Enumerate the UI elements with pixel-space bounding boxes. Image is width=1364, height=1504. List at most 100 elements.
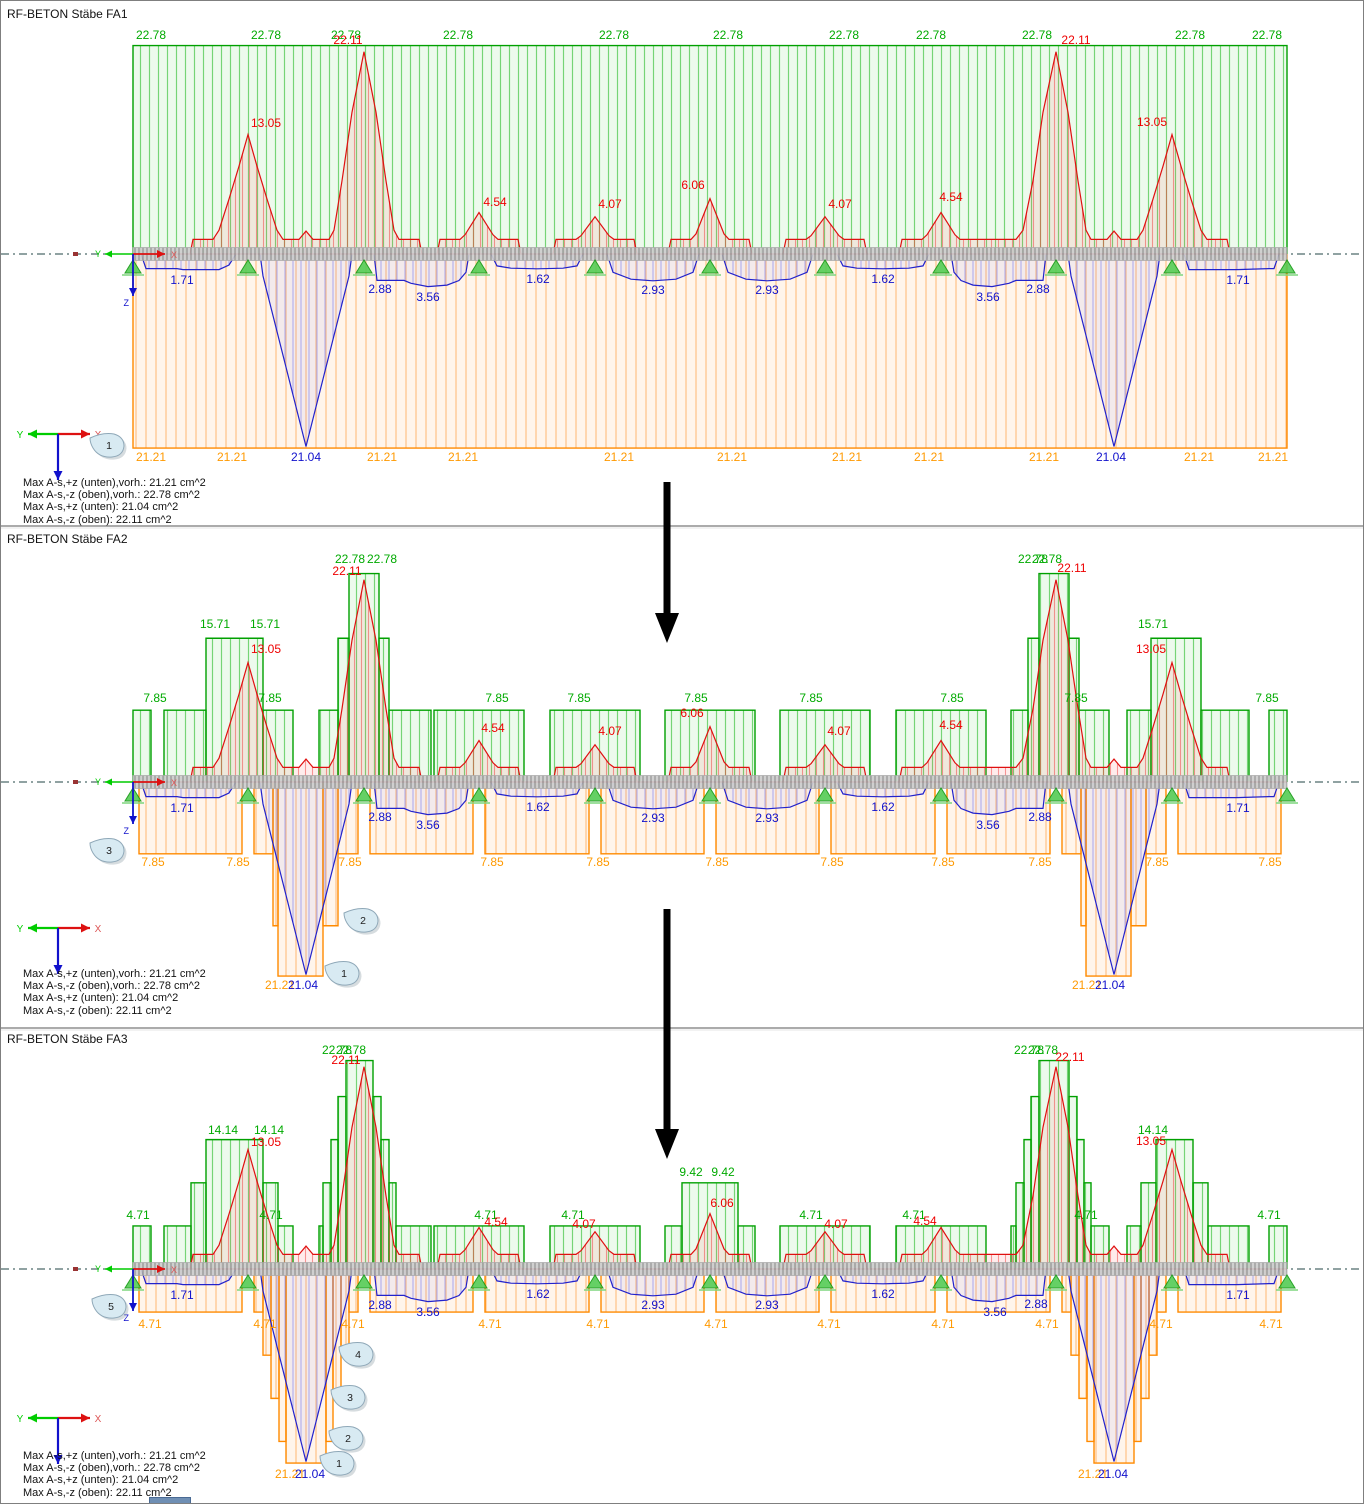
value-label: 21.21 [265, 978, 295, 992]
value-label: 1.71 [1226, 801, 1250, 815]
value-label: 4.71 [1259, 1317, 1283, 1331]
value-label: 4.07 [827, 724, 851, 738]
value-label: 22.78 [1018, 552, 1048, 566]
value-label: 4.71 [1149, 1317, 1173, 1331]
value-label: 7.85 [705, 855, 729, 869]
value-label: 22.78 [331, 28, 361, 42]
value-label: 1.71 [170, 801, 194, 815]
support-icon [1161, 259, 1183, 276]
balloon-number: 3 [347, 1392, 353, 1404]
position-balloon: 1 [319, 1451, 357, 1478]
panel-title-fa3: RF-BETON Stäbe FA3 [7, 1032, 128, 1046]
value-label: 1.62 [871, 272, 895, 286]
value-label: 4.71 [253, 1317, 277, 1331]
axis-z-label: Z [124, 1313, 130, 1323]
provided-top-reinforcement-step [132, 44, 1288, 254]
value-label: 7.85 [1258, 855, 1282, 869]
value-label: 2.93 [641, 1298, 665, 1312]
support-icon [1045, 259, 1067, 276]
value-label: 4.71 [1035, 1317, 1059, 1331]
value-label: 2.88 [368, 810, 392, 824]
value-label: 21.04 [1096, 450, 1126, 464]
value-label: 4.71 [586, 1317, 610, 1331]
position-balloon: 5 [91, 1294, 129, 1321]
axis-y-label: Y [95, 1264, 101, 1274]
member-axes-icon: Y X Z [95, 249, 177, 308]
value-label: 22.78 [1014, 1043, 1044, 1057]
support-icon [353, 787, 375, 804]
value-label: 1.71 [1226, 1288, 1250, 1302]
value-label: 7.85 [586, 855, 610, 869]
support-icon [1045, 1274, 1067, 1291]
value-label: 22.11 [332, 564, 361, 578]
value-label: 13.05 [251, 116, 281, 130]
value-label: 3.56 [976, 818, 1000, 832]
support-icon [930, 259, 952, 276]
value-label: 22.78 [1252, 28, 1282, 42]
value-label: 22.78 [1028, 1043, 1058, 1057]
legend-line: Max A-s,-z (oben),vorh.: 22.78 cm^2 [23, 1462, 200, 1475]
value-label: 4.07 [824, 1217, 848, 1231]
value-label: 14.14 [208, 1123, 238, 1137]
support-icon [814, 259, 836, 276]
legend-line: Max A-s,-z (oben): 22.11 cm^2 [23, 513, 172, 526]
value-label: 21.21 [832, 450, 862, 464]
provided-bottom-reinforcement-step [830, 782, 936, 855]
value-label: 21.21 [367, 450, 397, 464]
value-label: 7.85 [799, 691, 823, 705]
result-legend-fa2: Max A-s,+z (unten),vorh.: 21.21 cm^2 Max… [23, 968, 206, 1017]
value-label: 22.78 [713, 28, 743, 42]
legend-line: Max A-s,-z (oben),vorh.: 22.78 cm^2 [23, 980, 200, 993]
value-label: 2.93 [641, 811, 665, 825]
value-label: 7.85 [1064, 691, 1088, 705]
value-label: 7.85 [931, 855, 955, 869]
value-label: 15.71 [250, 617, 280, 631]
value-label: 21.04 [295, 1467, 325, 1481]
value-label: 7.85 [684, 691, 708, 705]
value-label: 13.05 [1136, 642, 1166, 656]
panel-title-fa1: RF-BETON Stäbe FA1 [7, 7, 128, 21]
required-bottom-reinforcement-curve [140, 1268, 1280, 1462]
value-label: 3.56 [416, 1305, 440, 1319]
support-icon [237, 259, 259, 276]
value-label: 22.78 [251, 28, 281, 42]
value-label: 4.54 [913, 1214, 937, 1228]
legend-line: Max A-s,+z (unten),vorh.: 21.21 cm^2 [23, 477, 206, 489]
legend-line: Max A-s,-z (oben): 22.11 cm^2 [23, 1486, 172, 1499]
legend-line: Max A-s,+z (unten): 21.04 cm^2 [23, 501, 179, 514]
axis-x-label: X [171, 1265, 177, 1275]
node-dot [73, 252, 78, 256]
value-label: 4.71 [341, 1317, 365, 1331]
support-icon [930, 1274, 952, 1291]
value-label: 1.71 [1226, 273, 1250, 287]
value-label: 9.42 [711, 1165, 735, 1179]
value-label: 2.93 [755, 811, 779, 825]
position-balloon: 1 [89, 433, 127, 460]
value-label: 22.11 [331, 1053, 360, 1067]
value-label: 7.85 [1028, 855, 1052, 869]
value-label: 4.71 [799, 1208, 823, 1222]
value-label: 21.21 [1072, 978, 1102, 992]
legend-line: Max A-s,+z (unten): 21.04 cm^2 [23, 1474, 179, 1487]
value-label: 4.54 [939, 718, 963, 732]
support-icon [1045, 787, 1067, 804]
value-label: 3.56 [416, 818, 440, 832]
position-balloon: 4 [338, 1342, 376, 1369]
value-label: 9.42 [679, 1165, 703, 1179]
bottom-blue-fragment [149, 1497, 191, 1503]
provided-top-reinforcement-step [132, 1225, 152, 1269]
value-label: 21.21 [1078, 1467, 1108, 1481]
balloon-number: 1 [106, 440, 112, 452]
value-label: 13.05 [251, 1135, 281, 1149]
value-label: 13.05 [1136, 1134, 1166, 1148]
support-icon [1276, 259, 1298, 276]
value-label: 1.62 [526, 800, 550, 814]
provided-top-reinforcement-step [1200, 709, 1250, 782]
value-label: 22.78 [336, 1043, 366, 1057]
value-label: 7.85 [1255, 691, 1279, 705]
value-label: 21.04 [1098, 1467, 1128, 1481]
support-icon [1276, 787, 1298, 804]
